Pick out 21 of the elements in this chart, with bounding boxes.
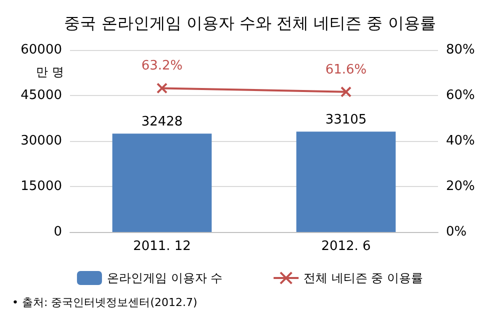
y2-tick-label: 40%: [446, 134, 475, 148]
data-label: 61.6%: [325, 62, 367, 78]
legend-label: 온라인게임 이용자 수: [106, 271, 223, 285]
y-tick-label: 30000: [20, 134, 62, 148]
y2-tick-label: 20%: [446, 179, 475, 194]
x-tick-label: 2012. 6: [321, 239, 371, 254]
data-label: 33105: [325, 112, 367, 128]
y-tick-label: 45000: [20, 88, 62, 103]
y2-tick-label: 80%: [446, 42, 475, 58]
text: • 출처: 중국인터넷정보센터(2012.7): [12, 296, 198, 309]
y-tick-label: 60000: [20, 42, 62, 58]
x-tick-label: 2011. 12: [133, 239, 191, 254]
data-label: 63.2%: [141, 58, 183, 74]
y-tick-label: 0: [54, 224, 62, 240]
data-label: 32428: [141, 114, 183, 130]
y2-tick-label: 0%: [446, 224, 467, 240]
y2-tick-label: 60%: [446, 88, 475, 103]
y-tick-label: 15000: [20, 179, 62, 194]
chart-title: 중국 온라인게임 이용자 수와 전체 네티즌 중 이용률: [64, 14, 436, 32]
y-axis-title: 만 명: [36, 65, 64, 79]
legend-label: 전체 네티즌 중 이용률: [304, 271, 424, 285]
